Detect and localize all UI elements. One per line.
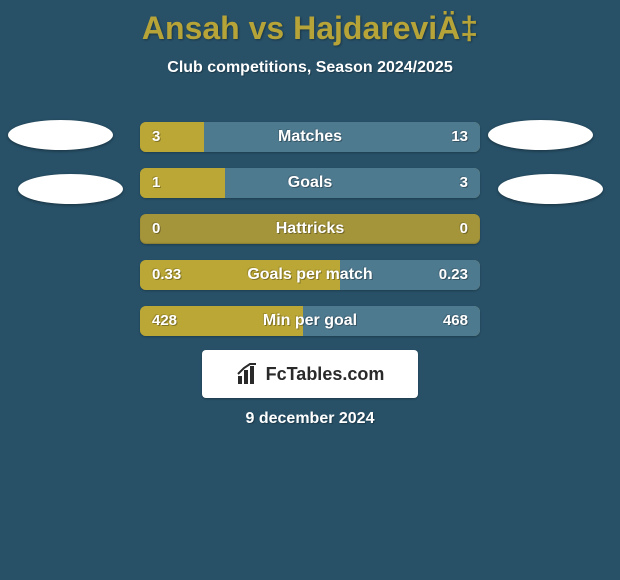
subtitle: Club competitions, Season 2024/2025 (0, 59, 620, 77)
stat-label: Goals (140, 168, 480, 198)
stat-label: Matches (140, 122, 480, 152)
stats-card: Ansah vs HajdareviÄ‡ Club competitions, … (0, 0, 620, 580)
stat-row: 13Goals (140, 168, 480, 198)
player-oval-right-2 (498, 174, 603, 204)
bars-icon (236, 362, 260, 386)
stat-bars: 313Matches 13Goals 00Hattricks 0.330.23Goal… (140, 122, 480, 352)
page-title: Ansah vs HajdareviÄ‡ (0, 0, 620, 47)
stat-label: Hattricks (140, 214, 480, 244)
player-oval-right-1 (488, 120, 593, 150)
stat-row: 00Hattricks (140, 214, 480, 244)
date-label: 9 december 2024 (0, 410, 620, 428)
stat-label: Min per goal (140, 306, 480, 336)
player-oval-left-2 (18, 174, 123, 204)
stat-row: 428468Min per goal (140, 306, 480, 336)
stat-label: Goals per match (140, 260, 480, 290)
stat-row: 313Matches (140, 122, 480, 152)
logo-box: FcTables.com (202, 350, 418, 398)
stat-row: 0.330.23Goals per match (140, 260, 480, 290)
player-oval-left-1 (8, 120, 113, 150)
logo-text: FcTables.com (266, 364, 385, 385)
